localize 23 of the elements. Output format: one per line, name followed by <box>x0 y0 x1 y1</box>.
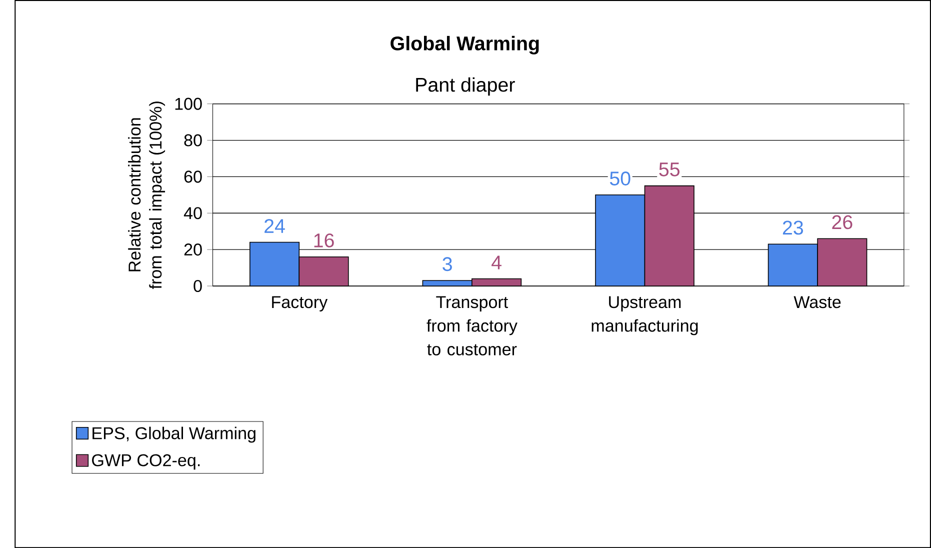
y-tick-label: 60 <box>184 170 202 183</box>
y-tick-label: 100 <box>175 98 202 110</box>
data-label: 55 <box>659 162 680 176</box>
chart-subtitle: Pant diaper <box>416 77 515 96</box>
legend-label: EPS, Global Warming <box>92 426 256 443</box>
chart-title: Global Warming <box>390 36 539 54</box>
data-label: 16 <box>314 233 334 248</box>
data-label: 23 <box>782 220 804 235</box>
y-axis-title: Relative contribution from total impact (100%) <box>128 102 166 289</box>
x-tick-label: Waste <box>794 296 841 308</box>
data-label: 3 <box>442 257 452 271</box>
y-tick-label: 20 <box>184 243 202 256</box>
data-label: 24 <box>264 218 285 233</box>
x-tick-label: Upstream manufacturing <box>592 296 698 336</box>
x-tick-label: Factory <box>272 296 328 312</box>
data-label: 50 <box>610 171 630 186</box>
legend-label: GWP CO2-eq. <box>92 454 200 470</box>
y-tick-label: 80 <box>184 134 202 146</box>
x-tick-label: Transport from factory to customer <box>426 296 518 356</box>
y-tick-label: 40 <box>184 207 202 220</box>
data-label: 26 <box>832 215 852 230</box>
data-label: 4 <box>492 256 502 270</box>
y-tick-label: 0 <box>194 280 202 292</box>
